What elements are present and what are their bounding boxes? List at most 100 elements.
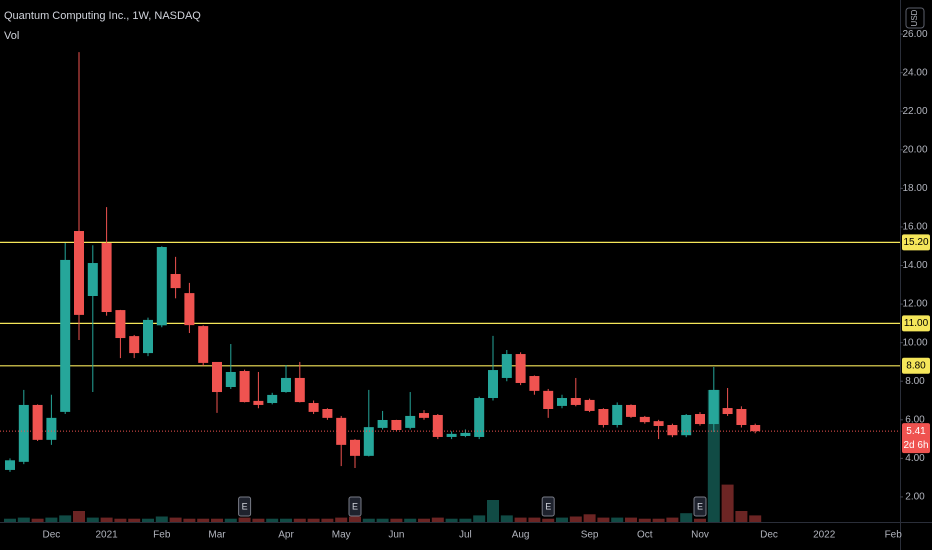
candle-body xyxy=(667,425,678,436)
candle-body xyxy=(543,390,554,409)
earnings-marker[interactable] xyxy=(348,496,362,517)
x-tick-label: Sep xyxy=(581,530,599,541)
candle-body xyxy=(377,419,388,428)
x-tick-label: Mar xyxy=(208,530,226,541)
volume-bar xyxy=(211,518,223,522)
y-tick-label: 12.00 xyxy=(902,299,927,310)
candle-body xyxy=(87,263,98,296)
candle-body xyxy=(115,310,126,339)
x-tick-label: Nov xyxy=(691,530,709,541)
y-tick-label: 20.00 xyxy=(902,144,927,155)
currency-label[interactable]: USD xyxy=(910,9,919,26)
volume-bar xyxy=(500,515,513,522)
candle-body xyxy=(294,377,305,403)
level-label: 15.20 xyxy=(903,237,928,248)
y-tick-label: 22.00 xyxy=(902,106,927,117)
level-label-box xyxy=(902,357,930,374)
volume-bar xyxy=(86,517,99,522)
earnings-label: E xyxy=(352,501,358,511)
volume-bar xyxy=(4,518,16,522)
candle-body xyxy=(557,398,567,406)
last-price-label: 5.41 xyxy=(906,426,926,437)
x-tick-label: Jul xyxy=(459,530,472,541)
candle-body xyxy=(570,398,581,405)
volume-bar xyxy=(17,517,30,522)
candle-body xyxy=(225,371,236,388)
volume-bar xyxy=(100,517,113,522)
candle-body xyxy=(722,408,733,415)
candle-body xyxy=(18,404,29,462)
level-label-box xyxy=(902,315,930,332)
earnings-label: E xyxy=(242,501,248,511)
candle-body xyxy=(336,417,347,445)
candle-body xyxy=(460,432,471,436)
volume-bar xyxy=(197,518,210,522)
volume-bar xyxy=(652,518,665,522)
x-tick-label: Aug xyxy=(512,530,530,541)
volume-bar xyxy=(638,518,651,522)
volume-bar xyxy=(680,513,693,522)
volume-bar xyxy=(114,518,127,522)
candle-body xyxy=(267,394,278,404)
candle-body xyxy=(5,460,15,470)
volume-bar xyxy=(349,516,361,522)
volume-bar xyxy=(418,518,430,522)
volume-bar xyxy=(583,514,596,522)
candle-body xyxy=(736,408,747,426)
candle-body xyxy=(750,425,761,432)
earnings-marker[interactable] xyxy=(238,496,252,517)
volume-bar xyxy=(128,518,141,522)
candle-body xyxy=(515,354,526,383)
candle-body xyxy=(598,408,609,426)
candle-body xyxy=(488,370,498,399)
level-label-box xyxy=(902,234,930,251)
volume-bar xyxy=(611,517,624,522)
candle-body xyxy=(639,416,650,423)
x-tick-label: 2022 xyxy=(813,530,836,541)
volume-bar xyxy=(252,518,265,522)
volume-bar xyxy=(431,517,444,522)
y-tick-label: 16.00 xyxy=(902,222,927,233)
volume-bar xyxy=(266,518,279,522)
volume-bar xyxy=(404,518,417,522)
candle-body xyxy=(74,231,84,315)
candle-body xyxy=(529,376,540,391)
y-tick-label: 4.00 xyxy=(905,453,925,464)
volume-label: Vol xyxy=(4,30,19,42)
candle-body xyxy=(612,404,623,426)
candle-body xyxy=(350,439,360,456)
candle-body xyxy=(198,326,209,363)
volume-bar xyxy=(155,516,168,522)
y-tick-label: 26.00 xyxy=(902,29,927,40)
earnings-label: E xyxy=(545,501,551,511)
volume-bar xyxy=(487,500,499,522)
volume-bar xyxy=(238,517,251,522)
candle-body xyxy=(46,417,57,440)
x-tick-label: Apr xyxy=(278,530,294,541)
volume-bar xyxy=(183,518,196,522)
candle-body xyxy=(626,404,636,417)
candle-body xyxy=(184,293,195,326)
candle-body xyxy=(432,414,443,437)
y-tick-label: 8.00 xyxy=(905,376,925,387)
earnings-marker[interactable] xyxy=(541,496,555,517)
y-tick-label: 10.00 xyxy=(902,337,927,348)
last-price-box xyxy=(902,423,930,454)
x-tick-label: Feb xyxy=(885,530,903,541)
earnings-marker[interactable] xyxy=(693,496,707,517)
currency-box[interactable] xyxy=(905,7,925,29)
candle-body xyxy=(363,427,374,456)
x-tick-label: Feb xyxy=(153,530,171,541)
level-label: 8.80 xyxy=(906,360,926,371)
x-tick-label: Dec xyxy=(43,530,61,541)
candle-body xyxy=(446,433,457,437)
y-tick-label: 18.00 xyxy=(902,183,927,194)
candle-body xyxy=(143,319,153,354)
volume-bar xyxy=(335,517,348,522)
volume-bar xyxy=(473,515,486,522)
candle-body xyxy=(653,421,664,426)
candle-body xyxy=(695,414,705,425)
candle-body xyxy=(419,413,429,418)
volume-bar xyxy=(459,518,472,522)
